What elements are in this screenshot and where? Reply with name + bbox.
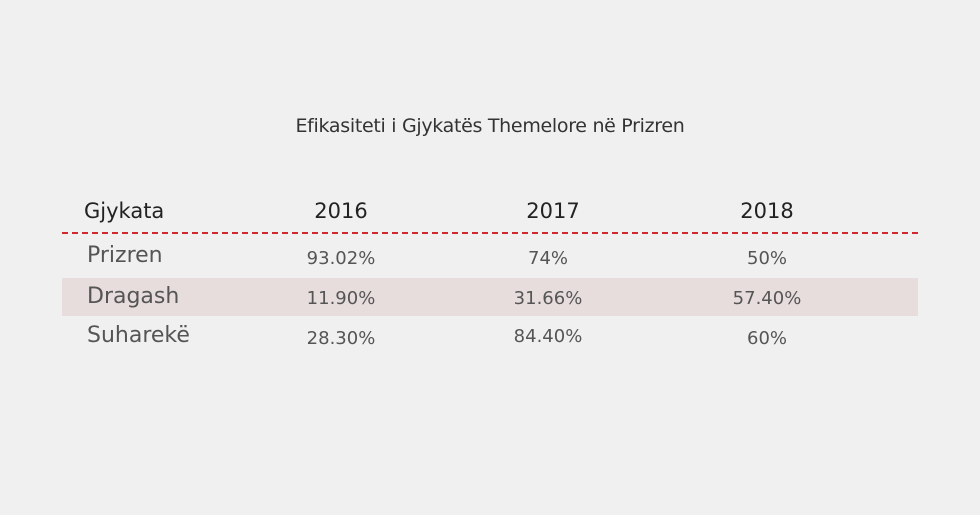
header-divider (62, 232, 918, 234)
table-cell: 31.66% (513, 288, 583, 309)
column-header-court: Gjykata (84, 199, 165, 223)
table-cell: 57.40% (732, 288, 802, 309)
column-header-2017: 2017 (526, 199, 580, 223)
column-header-2016: 2016 (314, 199, 368, 223)
highlighted-row-background (62, 278, 918, 316)
table-cell: 84.40% (513, 326, 583, 347)
table-cell: 60% (746, 328, 788, 349)
row-label: Suharekë (87, 323, 190, 348)
table-cell: 28.30% (306, 328, 376, 349)
row-label: Dragash (87, 284, 180, 309)
table-title: Efikasiteti i Gjykatës Themelore në Priz… (295, 115, 685, 137)
row-label: Prizren (87, 243, 163, 268)
table-cell: 74% (527, 248, 569, 269)
table-cell: 93.02% (306, 248, 376, 269)
table-cell: 11.90% (306, 288, 376, 309)
table-cell: 50% (746, 248, 788, 269)
column-header-2018: 2018 (740, 199, 794, 223)
